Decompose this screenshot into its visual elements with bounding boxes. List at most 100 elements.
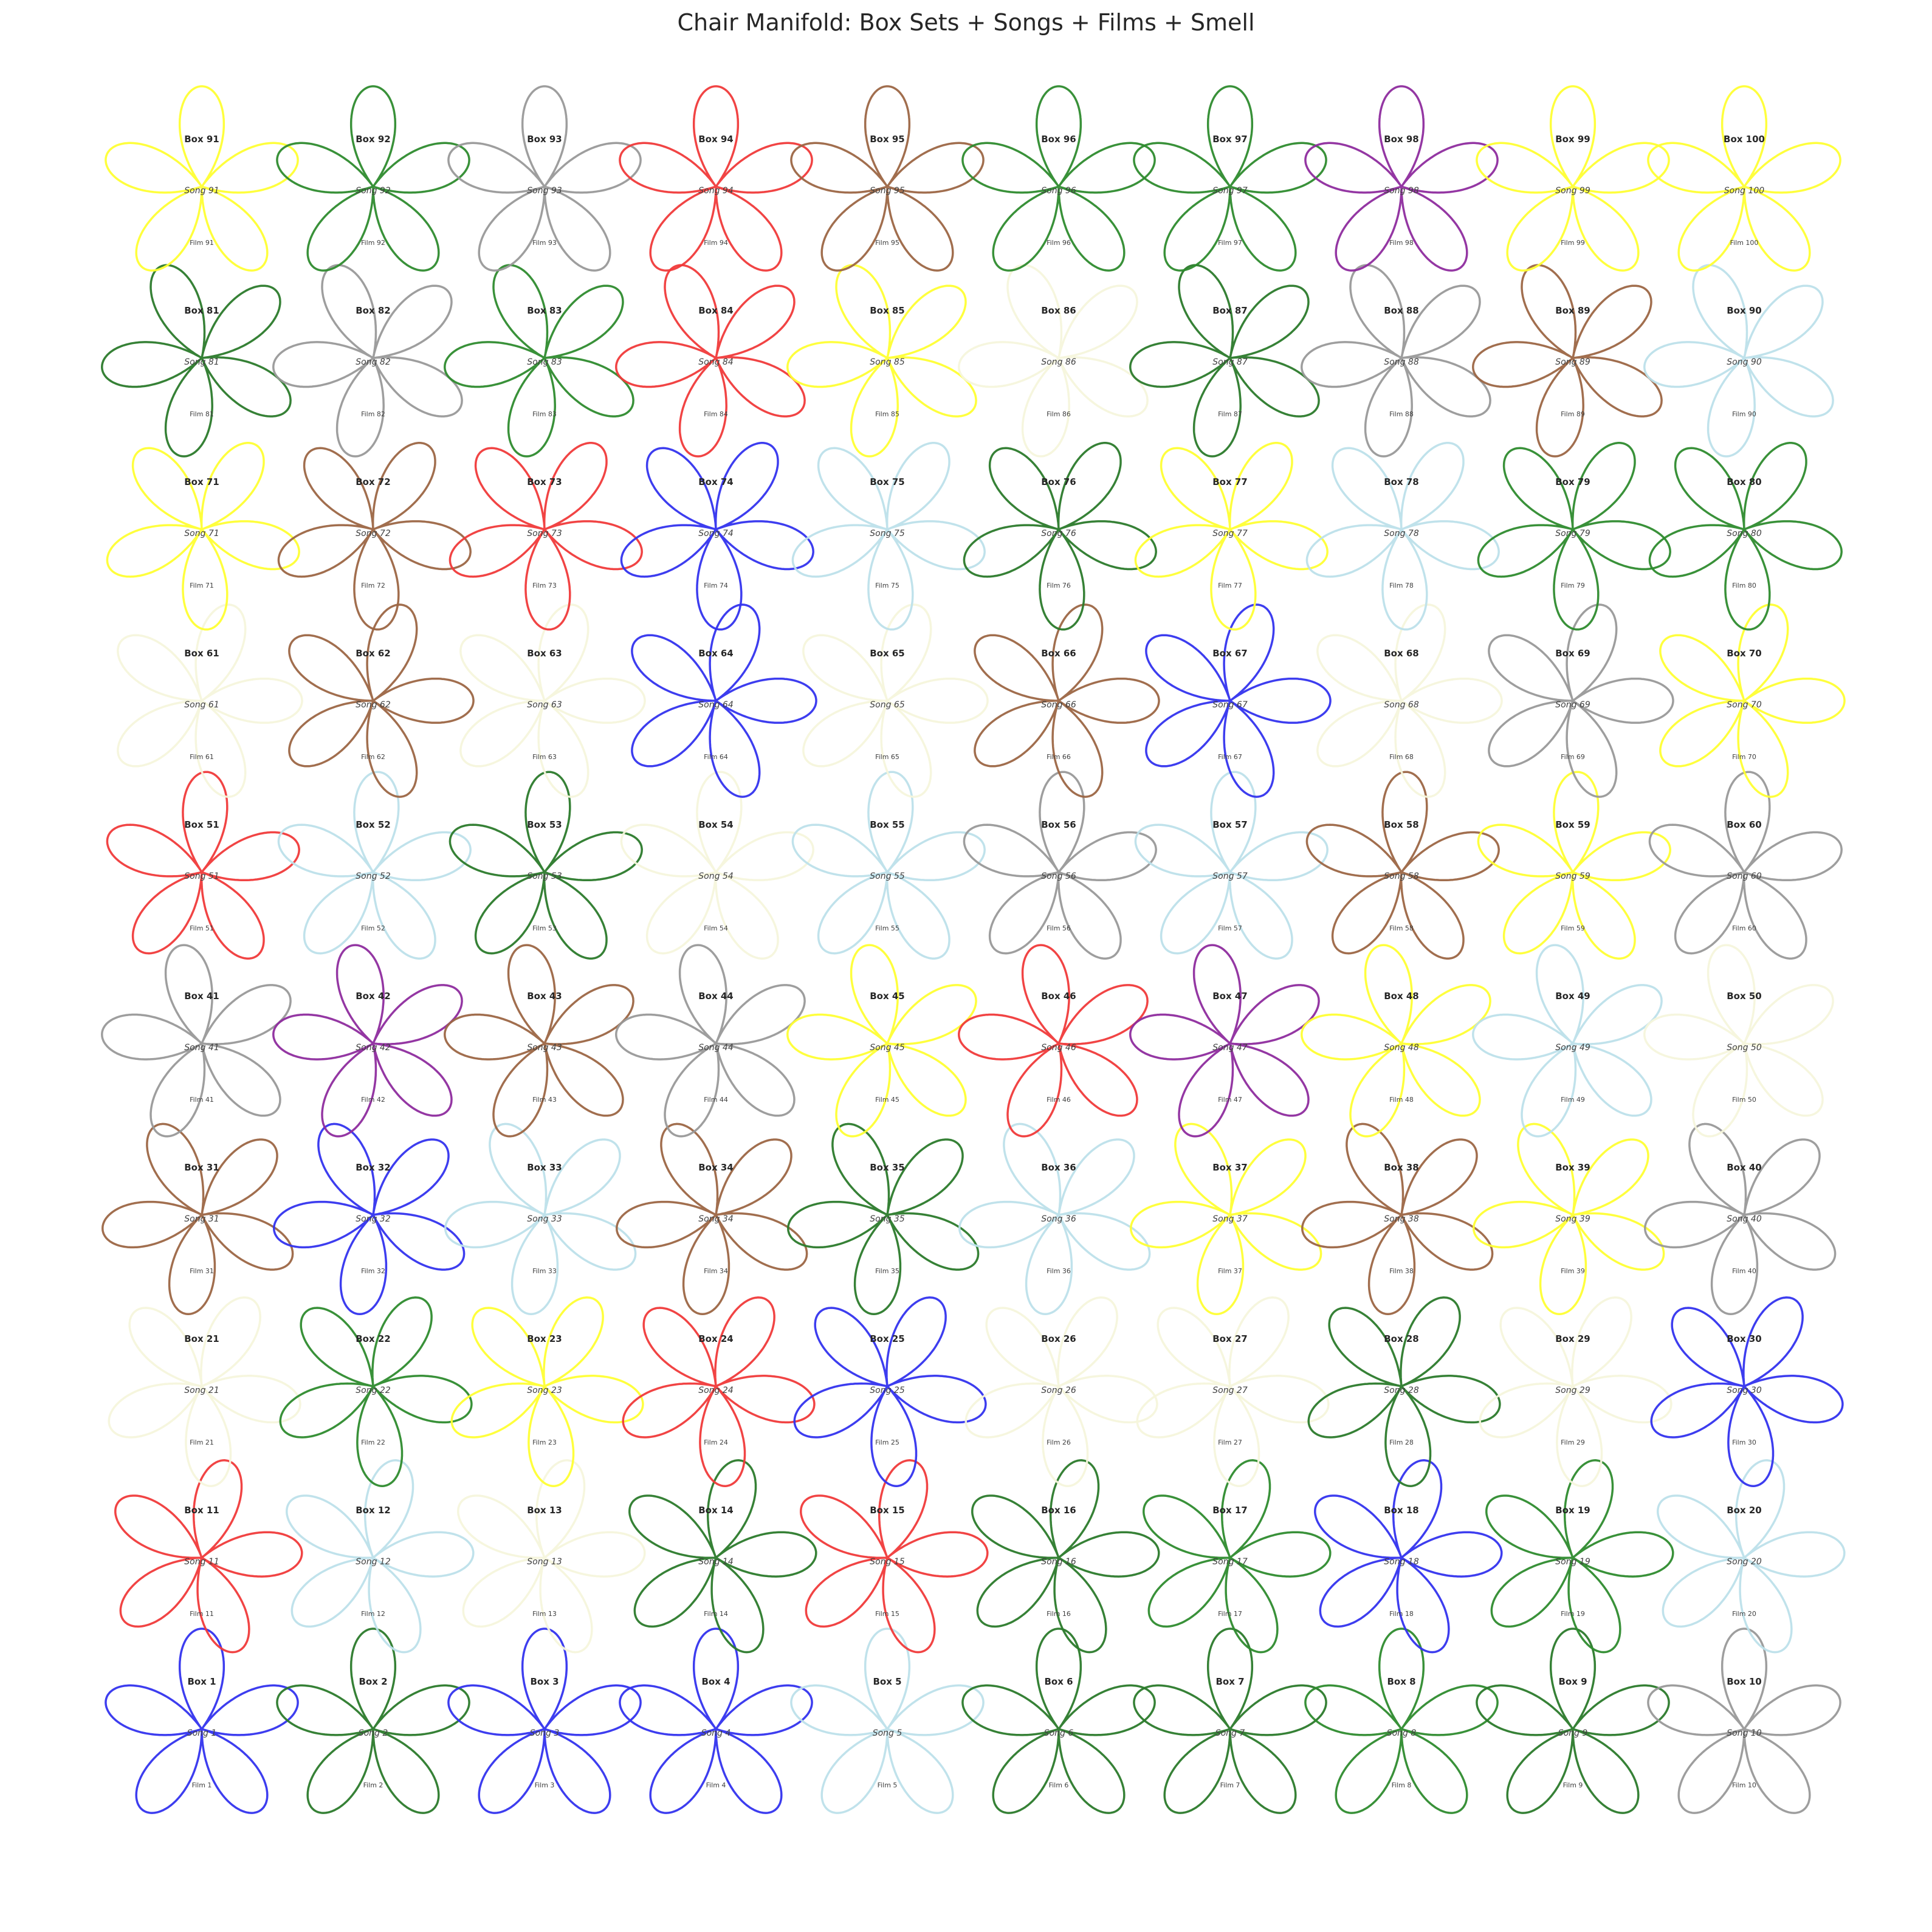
film-label: Film 80 [1732,582,1756,590]
film-label: Film 44 [704,1096,728,1104]
song-label: Song 38 [1384,1214,1419,1224]
flower-curve [1304,1628,1499,1814]
film-label: Film 29 [1561,1439,1585,1446]
box-label: Box 3 [530,1676,559,1687]
song-label: Song 37 [1212,1214,1248,1224]
song-label: Song 93 [527,186,562,196]
glyph: Box 7 Song 7 Film 7 [1133,1628,1327,1814]
glyph: Box 82 Song 82 Film 82 [272,264,463,458]
song-label: Song 52 [356,871,391,881]
flower-curve [786,264,977,458]
box-label: Box 6 [1044,1676,1073,1687]
glyph: Box 52 Song 52 Film 52 [277,771,472,960]
song-label: Song 15 [870,1557,905,1567]
glyph: Box 99 Song 99 Film 99 [1476,85,1670,272]
song-label: Song 20 [1727,1557,1762,1567]
film-label: Film 62 [361,753,385,761]
glyph: Box 38 Song 38 Film 38 [1301,1122,1494,1315]
song-label: Song 51 [184,871,219,881]
box-label: Box 32 [356,1162,391,1173]
box-label: Box 33 [527,1162,562,1173]
glyph: Box 6 Song 6 Film 6 [961,1628,1156,1814]
glyph: Box 46 Song 46 Film 46 [958,944,1149,1138]
film-label: Film 34 [704,1267,728,1275]
song-label: Song 63 [527,700,562,710]
box-label: Box 25 [870,1333,905,1344]
song-label: Song 88 [1384,357,1419,367]
box-label: Box 89 [1555,305,1590,316]
box-label: Box 16 [1041,1505,1076,1516]
song-label: Song 65 [870,700,905,710]
film-label: Film 45 [875,1096,899,1104]
glyph: Box 55 Song 55 Film 55 [791,771,986,960]
flower-curve [444,264,634,458]
film-label: Film 88 [1389,410,1414,418]
box-label: Box 87 [1212,305,1248,316]
film-label: Film 6 [1049,1781,1069,1789]
song-label: Song 44 [698,1043,733,1053]
box-label: Box 79 [1555,476,1590,487]
song-label: Song 13 [527,1557,562,1567]
song-label: Song 32 [356,1214,391,1224]
song-label: Song 99 [1555,186,1590,196]
song-label: Song 11 [184,1557,219,1567]
film-label: Film 78 [1389,582,1414,590]
flower-curve [619,85,813,272]
film-label: Film 63 [532,753,557,761]
box-label: Box 55 [870,819,905,830]
glyph: Box 98 Song 98 Film 98 [1304,85,1499,272]
glyph: Box 26 Song 26 Film 26 [964,1296,1158,1487]
box-label: Box 58 [1384,819,1419,830]
glyph: Box 56 Song 56 Film 56 [963,771,1157,960]
glyph: Box 94 Song 94 Film 94 [619,85,813,272]
box-label: Box 53 [527,819,562,830]
box-label: Box 42 [356,991,391,1002]
song-label: Song 36 [1041,1214,1076,1224]
song-label: Song 42 [356,1043,391,1053]
box-label: Box 86 [1041,305,1076,316]
song-label: Song 87 [1212,357,1248,367]
flower-curve [1648,771,1843,960]
song-label: Song 60 [1727,871,1762,881]
glyph: Box 21 Song 21 Film 21 [108,1296,301,1487]
song-label: Song 83 [527,357,562,367]
film-label: Film 93 [532,239,557,247]
flower-curve [114,1459,303,1654]
film-label: Film 73 [532,582,557,590]
film-label: Film 95 [875,239,899,247]
film-label: Film 82 [361,410,385,418]
song-label: Song 30 [1727,1386,1762,1395]
film-label: Film 99 [1561,239,1585,247]
glyph: Box 92 Song 92 Film 92 [276,85,470,272]
box-label: Box 28 [1384,1333,1419,1344]
song-label: Song 12 [356,1557,391,1567]
box-label: Box 72 [356,476,391,487]
film-label: Film 92 [361,239,385,247]
film-label: Film 72 [361,582,385,590]
glyph: Box 30 Song 30 Film 30 [1650,1296,1844,1487]
film-label: Film 65 [875,753,899,761]
flower-curve [964,1296,1158,1487]
film-label: Film 43 [532,1096,557,1104]
glyph: Box 62 Song 62 Film 62 [288,603,475,798]
film-label: Film 56 [1047,924,1071,932]
flower-curve [1305,771,1500,960]
song-label: Song 31 [184,1214,219,1224]
flower-curve [628,1459,817,1654]
flower-curve [1643,944,1834,1138]
box-label: Box 23 [527,1333,562,1344]
film-label: Film 57 [1218,924,1242,932]
film-label: Film 96 [1047,239,1071,247]
flower-curve [276,1628,470,1814]
glyph-layer: Box 1 Song 1 Film 1 Box 2 Song 2 Film 2 Box 3 S… [101,85,1846,1814]
song-label: Song 78 [1384,529,1419,538]
flower-curve [1307,1296,1501,1487]
box-label: Box 1 [187,1676,216,1687]
song-label: Song 90 [1727,357,1762,367]
box-label: Box 46 [1041,991,1076,1002]
film-label: Film 90 [1732,410,1756,418]
glyph: Box 16 Song 16 Film 16 [971,1459,1160,1654]
film-label: Film 9 [1563,1781,1583,1789]
glyph: Box 74 Song 74 Film 74 [620,442,814,631]
